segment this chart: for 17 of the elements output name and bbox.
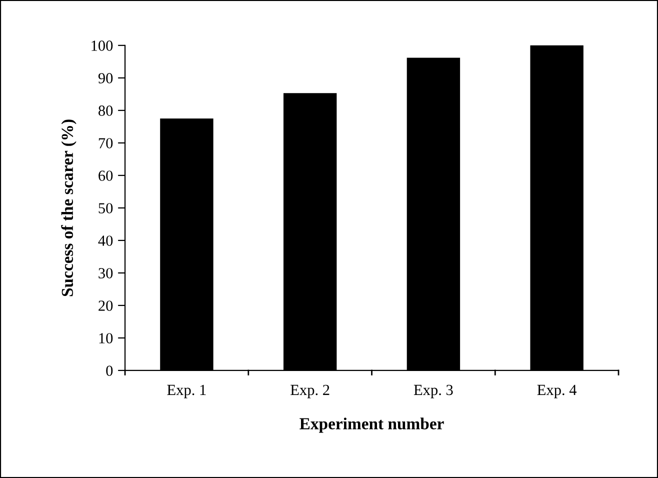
y-tick-label: 30 [98,268,113,278]
y-tick-label: 60 [98,170,113,181]
y-tick-label: 90 [98,73,113,84]
y-axis-title: Success of the scarer (%) [61,120,76,296]
y-tick-label: 20 [98,300,113,311]
x-tick-label: Exp. 1 [167,384,206,398]
y-tick-label: 40 [98,236,113,246]
x-tick-label: Exp. 2 [290,384,330,398]
y-tick-label: 70 [98,138,113,148]
y-tick-label: 0 [106,366,113,376]
y-tick-label: 100 [92,40,113,51]
y-tick-label: 80 [98,106,113,116]
x-axis-title: Experiment number [300,418,444,433]
y-tick-label: 50 [98,203,113,214]
x-tick-label: Exp. 3 [414,384,453,398]
y-tick-label: 10 [99,333,113,344]
x-tick-label: Exp. 4 [537,384,577,398]
